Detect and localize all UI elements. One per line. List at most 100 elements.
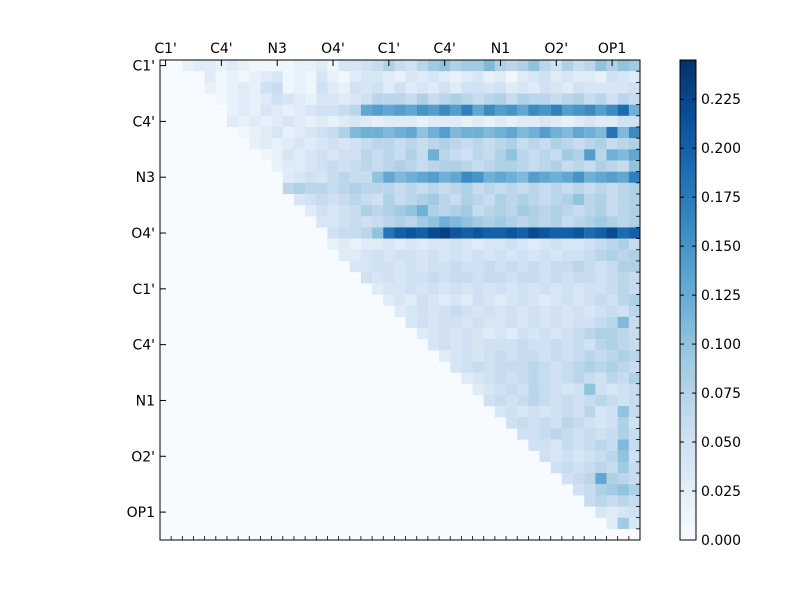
heatmap-cell	[427, 249, 440, 262]
heatmap-cell	[617, 182, 629, 195]
heatmap-cell	[405, 193, 417, 206]
heatmap-cell	[573, 450, 585, 463]
heatmap-cell	[349, 249, 362, 262]
heatmap-cell	[405, 160, 417, 172]
heatmap-cell	[483, 71, 496, 83]
heatmap-cell	[628, 517, 641, 529]
colorbar-tick-label: 0.000	[701, 533, 741, 549]
heatmap-cell	[427, 93, 440, 105]
heatmap-cell	[506, 372, 518, 384]
heatmap-cell	[439, 249, 451, 262]
heatmap-cell	[327, 82, 339, 94]
heatmap-cell	[561, 272, 574, 284]
heatmap-cell	[606, 473, 618, 485]
heatmap-cell	[293, 193, 306, 206]
heatmap-cell	[238, 82, 250, 94]
heatmap-cell	[550, 249, 563, 262]
heatmap-cell	[528, 428, 540, 440]
heatmap-cell	[539, 104, 551, 116]
heatmap-cell	[483, 216, 496, 228]
colorbar-tick-label: 0.150	[701, 239, 741, 255]
heatmap-cell	[517, 260, 529, 273]
heatmap-cell	[416, 60, 429, 72]
heatmap-cell	[561, 82, 574, 94]
heatmap-cell	[472, 316, 484, 329]
heatmap-cell	[316, 216, 328, 228]
heatmap-cell	[472, 339, 484, 351]
heatmap-cell	[338, 126, 350, 139]
colorbar	[679, 59, 697, 541]
heatmap-cell	[584, 450, 596, 463]
heatmap-cell	[628, 227, 641, 239]
heatmap-cell	[372, 71, 384, 83]
heatmap-cell	[606, 115, 618, 128]
heatmap-cell	[539, 450, 551, 463]
heatmap-cell	[628, 394, 641, 407]
heatmap-cell	[628, 506, 641, 518]
heatmap-cell	[584, 160, 596, 172]
heatmap-cell	[461, 294, 473, 306]
heatmap-cell	[372, 272, 384, 284]
heatmap-cell	[293, 82, 306, 94]
heatmap-cell	[305, 171, 317, 183]
heatmap-cell	[405, 249, 417, 262]
heatmap-cell	[394, 205, 406, 217]
heatmap-cell	[349, 227, 362, 239]
heatmap-cell	[550, 294, 563, 306]
heatmap-cell	[439, 294, 451, 306]
heatmap-cell	[450, 160, 462, 172]
heatmap-cell	[282, 171, 295, 183]
heatmap-cell	[405, 182, 417, 195]
heatmap-cell	[383, 149, 395, 161]
heatmap-cell	[450, 339, 462, 351]
heatmap-cell	[539, 305, 551, 317]
heatmap-cell	[338, 60, 350, 72]
heatmap-cell	[517, 294, 529, 306]
heatmap-cell	[494, 171, 507, 183]
heatmap-cell	[494, 182, 507, 195]
heatmap-cell	[561, 126, 574, 139]
heatmap-cell	[573, 216, 585, 228]
heatmap-cell	[439, 316, 451, 329]
heatmap-cell	[550, 461, 563, 474]
heatmap-cell	[372, 82, 384, 94]
heatmap-cell	[360, 260, 373, 273]
heatmap-cell	[561, 93, 574, 105]
heatmap-cell	[528, 327, 540, 340]
heatmap-cell	[360, 138, 373, 150]
heatmap-cell	[595, 506, 607, 518]
heatmap-cell	[461, 260, 473, 273]
heatmap-cell	[439, 149, 451, 161]
heatmap-cell	[338, 149, 350, 161]
heatmap-cell	[517, 272, 529, 284]
y-tick-label: C4'	[132, 114, 155, 130]
heatmap-cell	[282, 82, 295, 94]
heatmap-cell	[394, 160, 406, 172]
heatmap-cell	[595, 93, 607, 105]
heatmap-cell	[338, 93, 350, 105]
heatmap-cell	[550, 283, 563, 295]
heatmap-cell	[461, 171, 473, 183]
heatmap-cell	[573, 238, 585, 250]
heatmap-cell	[439, 93, 451, 105]
heatmap-cell	[405, 138, 417, 150]
heatmap-cell	[439, 104, 451, 116]
heatmap-cell	[249, 115, 261, 128]
heatmap-cell	[561, 171, 574, 183]
heatmap-cell	[506, 171, 518, 183]
heatmap-cell	[584, 406, 596, 418]
heatmap-cell	[528, 182, 540, 195]
heatmap-cell	[282, 93, 295, 105]
heatmap-cell	[550, 394, 563, 407]
heatmap-cell	[483, 160, 496, 172]
heatmap-cell	[561, 227, 574, 239]
heatmap-cell	[439, 216, 451, 228]
heatmap-cell	[394, 294, 406, 306]
heatmap-cell	[383, 160, 395, 172]
heatmap-cell	[628, 316, 641, 329]
heatmap-cell	[573, 138, 585, 150]
heatmap-cell	[383, 104, 395, 116]
heatmap-cell	[550, 316, 563, 329]
heatmap-cell	[494, 216, 507, 228]
heatmap-cell	[483, 283, 496, 295]
